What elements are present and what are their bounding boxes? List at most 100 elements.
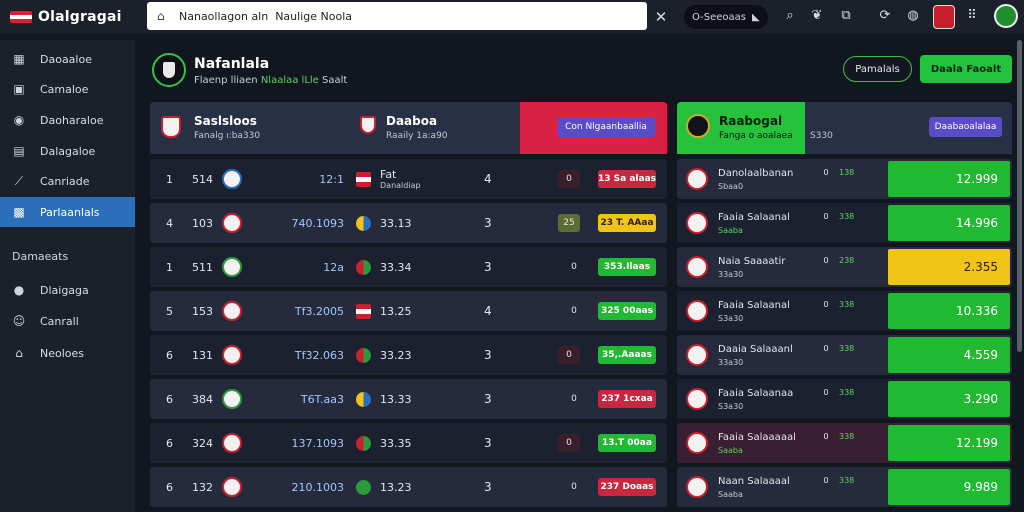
sidebar-item-4[interactable]: ⟋ Canriade xyxy=(0,166,135,196)
points-value[interactable]: 2.355 xyxy=(888,249,1010,285)
match-row[interactable]: 6 324 137.1093 33.35 3 0 13.T 00aa xyxy=(150,423,667,463)
sidebar-item-3[interactable]: ▤ Dalagaloe xyxy=(0,136,135,166)
app-logo[interactable]: Olalgragai xyxy=(10,6,134,28)
stat-a: 0 xyxy=(823,256,829,265)
stat-a: 0 xyxy=(823,432,829,441)
odds-chip[interactable]: 13 Sa alaas xyxy=(598,170,656,188)
points-value[interactable]: 10.336 xyxy=(888,293,1010,329)
selector-label: O-Seeoaas xyxy=(692,11,746,23)
odds-chip[interactable]: 237 1cxaa xyxy=(598,390,656,408)
sidebar-item-0[interactable]: ▦ Daoaaloe xyxy=(0,44,135,74)
team-sub: S3a30 xyxy=(718,402,744,411)
rank: 6 xyxy=(166,348,173,362)
sidebar-item-label: Canriade xyxy=(40,174,90,188)
top-bar: Olalgragai ⌂ ✕ O-Seeoaas ◣ ⌕ ❦ ⧉ ⟳ ◍ ⠿ xyxy=(0,0,1024,34)
match-row[interactable]: 6 384 T6T.aa3 13.33 3 0 237 1cxaa xyxy=(150,379,667,419)
sidebar-section-item-0[interactable]: ● Dlaigaga xyxy=(0,275,135,305)
match-number: 132 xyxy=(192,480,213,494)
panel-action-button[interactable]: Con Nlgaanbaallia xyxy=(557,117,655,137)
stat-a: 0 xyxy=(823,344,829,353)
refresh-icon[interactable]: ⟳ xyxy=(879,8,891,23)
match-row[interactable]: 1 514 12:1 Fat Danaldiap 4 0 13 Sa alaas xyxy=(150,159,667,199)
odds-chip[interactable]: 35,.Aaaas xyxy=(598,346,656,364)
match-row[interactable]: 6 131 Tf32.063 33.23 3 0 35,.Aaaas xyxy=(150,335,667,375)
standings-row[interactable]: Faaia Salaanal Saaba 0 338 14.996 xyxy=(677,203,1012,243)
team-crest-icon xyxy=(686,168,708,190)
standings-row[interactable]: Daaia Salaaanl 33a30 0 338 4.559 xyxy=(677,335,1012,375)
club-badge-icon[interactable] xyxy=(933,5,955,29)
scrollbar[interactable] xyxy=(1017,40,1022,352)
stat-b: 338 xyxy=(839,388,855,397)
club-crest-icon xyxy=(686,114,710,138)
standings-row[interactable]: Naan Salaaaal Saaba 0 338 9.989 xyxy=(677,467,1012,507)
team-crest-icon xyxy=(222,169,242,189)
selector-pill[interactable]: O-Seeoaas ◣ xyxy=(684,5,768,29)
team-crest-icon xyxy=(222,477,242,497)
subtitle-c: Saalt xyxy=(322,75,348,86)
goals: 4 xyxy=(484,172,492,186)
points-value[interactable]: 9.989 xyxy=(888,469,1010,505)
team-crest-icon xyxy=(686,388,708,410)
points-value[interactable]: 12.199 xyxy=(888,425,1010,461)
team-name: Faaia Salaanal xyxy=(718,300,790,311)
stat-a: 0 xyxy=(823,300,829,309)
team-name: Naia Saaaatir xyxy=(718,256,786,267)
home-icon: ⌂ xyxy=(15,346,23,360)
globe-icon[interactable]: ◍ xyxy=(907,8,919,23)
odds-chip[interactable]: 23 T. AAaa xyxy=(598,214,656,232)
search-bar[interactable]: ⌂ xyxy=(147,2,647,30)
match-row[interactable]: 4 103 740.1093 33.13 3 25 23 T. AAaa xyxy=(150,203,667,243)
score: 13.25 xyxy=(380,304,412,318)
goals: 3 xyxy=(484,216,492,230)
standings-row[interactable]: Faaia Salaaaaal Saaba 0 338 12.199 xyxy=(677,423,1012,463)
points-value[interactable]: 3.290 xyxy=(888,381,1010,417)
match-number: 153 xyxy=(192,304,213,318)
points-value[interactable]: 14.996 xyxy=(888,205,1010,241)
outline-button[interactable]: Pamalals xyxy=(843,56,912,82)
grid-icon: ▦ xyxy=(13,52,25,66)
match-row[interactable]: 1 511 12a 33.34 3 0 353.Ilaas xyxy=(150,247,667,287)
team-crest-icon xyxy=(686,432,708,454)
subtitle-b: Nlaalaa lLle xyxy=(260,75,319,86)
chevron-icon: ◣ xyxy=(752,11,760,23)
sidebar-item-2[interactable]: ◉ Daoharaloe xyxy=(0,105,135,135)
stat-b: 338 xyxy=(839,432,855,441)
standings-row[interactable]: Danolaalbanan Sbaa0 0 138 12.999 xyxy=(677,159,1012,199)
match-row[interactable]: 6 132 210.1003 13.23 3 0 237 Doaas xyxy=(150,467,667,507)
odds-chip[interactable]: 237 Doaas xyxy=(598,478,656,496)
team-crest-icon xyxy=(222,389,242,409)
rank: 6 xyxy=(166,436,173,450)
team-sub: Saaba xyxy=(718,446,743,455)
standings-row[interactable]: Faaia Salaanal S3a30 0 338 10.336 xyxy=(677,291,1012,331)
points-value[interactable]: 4.559 xyxy=(888,337,1010,373)
team-sub: Sbaa0 xyxy=(718,182,744,191)
odds-chip[interactable]: 353.Ilaas xyxy=(598,258,656,276)
team-color-icon xyxy=(356,172,371,187)
match-row[interactable]: 5 153 Tf3.2005 13.25 4 0 325 00aas xyxy=(150,291,667,331)
team-name: Daaia Salaaanl xyxy=(718,344,793,355)
odds-value: 210.1003 xyxy=(291,480,345,494)
user-icon: ● xyxy=(13,283,25,297)
grid-icon[interactable]: ⠿ xyxy=(967,8,977,23)
sidebar-section-item-2[interactable]: ⌂ Neoloes xyxy=(0,338,135,368)
standings-row[interactable]: Naia Saaaatir 33a30 0 238 2.355 xyxy=(677,247,1012,287)
close-icon[interactable]: ✕ xyxy=(654,8,668,26)
standings-action-button[interactable]: Daabaoalalaa xyxy=(929,117,1002,137)
team-crest-icon xyxy=(222,345,242,365)
sidebar-section-item-1[interactable]: ☺ Canrall xyxy=(0,306,135,336)
bookmark-icon[interactable]: ⧉ xyxy=(841,8,851,23)
leaf-icon[interactable]: ❦ xyxy=(811,8,823,23)
points-value[interactable]: 12.999 xyxy=(888,161,1010,197)
team-crest-icon xyxy=(360,116,376,134)
sidebar-item-1[interactable]: ▣ Camaloe xyxy=(0,74,135,104)
search-icon[interactable]: ⌕ xyxy=(786,8,794,23)
search-input[interactable] xyxy=(179,9,647,23)
rank: 4 xyxy=(166,216,173,230)
team-crest-icon xyxy=(222,433,242,453)
odds-chip[interactable]: 325 00aas xyxy=(598,302,656,320)
odds-chip[interactable]: 13.T 00aa xyxy=(598,434,656,452)
sidebar-item-5[interactable]: ▩ Parlaanlals xyxy=(0,197,135,227)
primary-button[interactable]: Daala Faoalt xyxy=(920,55,1012,83)
avatar[interactable] xyxy=(994,4,1018,28)
standings-row[interactable]: Faaia Salaanaa S3a30 0 338 3.290 xyxy=(677,379,1012,419)
